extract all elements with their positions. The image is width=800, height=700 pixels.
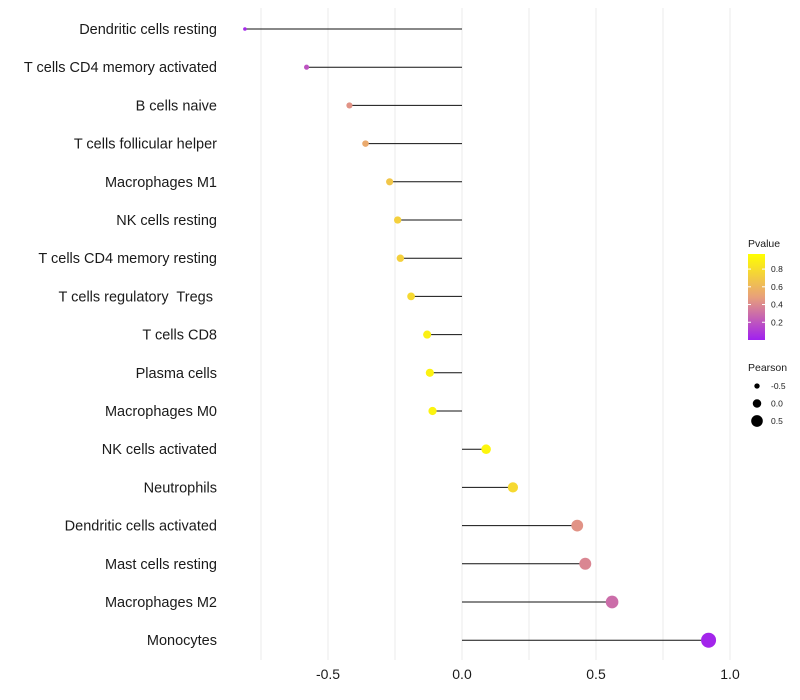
- data-point: [386, 178, 394, 186]
- category-label: Macrophages M1: [105, 175, 217, 191]
- stem-layer: [244, 28, 709, 641]
- category-label: T cells CD4 memory activated: [24, 60, 217, 76]
- category-label: T cells CD4 memory resting: [38, 251, 217, 267]
- size-key-dot: [751, 415, 763, 427]
- pvalue-legend-title: Pvalue: [748, 238, 780, 250]
- colorbar-tick-label: 0.6: [771, 282, 783, 292]
- data-point: [507, 482, 519, 493]
- category-label: T cells follicular helper: [74, 137, 217, 153]
- point-layer: [243, 27, 717, 648]
- data-point: [396, 254, 405, 262]
- data-point: [425, 368, 434, 377]
- category-label: B cells naive: [136, 98, 217, 114]
- category-label: T cells regulatory Tregs: [59, 289, 218, 305]
- data-point: [571, 519, 584, 532]
- colorbar-tick-label: 0.8: [771, 264, 783, 274]
- data-point: [605, 595, 619, 609]
- category-label: Dendritic cells resting: [79, 22, 217, 38]
- x-tick-label: 0.0: [452, 666, 472, 682]
- category-label: NK cells activated: [102, 442, 217, 458]
- data-point: [243, 27, 247, 31]
- data-point: [701, 632, 717, 648]
- category-label: NK cells resting: [116, 213, 217, 229]
- pearson-legend-title: Pearson: [748, 362, 787, 374]
- data-point: [579, 557, 592, 570]
- pvalue-colorbar: [748, 254, 765, 340]
- category-label: Plasma cells: [136, 366, 217, 382]
- grid-layer: [260, 8, 731, 660]
- x-tick-label: 0.5: [586, 666, 606, 682]
- category-label: Monocytes: [147, 633, 217, 649]
- data-point: [362, 140, 369, 147]
- size-key-label: 0.0: [771, 399, 783, 409]
- size-key-label: 0.5: [771, 416, 783, 426]
- category-label: Macrophages M0: [105, 404, 217, 420]
- category-label: T cells CD8: [142, 328, 217, 344]
- pearson-legend: Pearson -0.5 0.0 0.5: [748, 362, 787, 427]
- x-tick-label: -0.5: [316, 666, 340, 682]
- size-key-dot: [754, 383, 760, 389]
- category-labels: Dendritic cells resting T cells CD4 memor…: [24, 22, 217, 649]
- x-axis-ticks: -0.5 0.0 0.5 1.0: [316, 666, 740, 682]
- colorbar-tick-label: 0.2: [771, 317, 783, 327]
- colorbar-tick-label: 0.4: [771, 300, 783, 310]
- data-point: [428, 406, 437, 416]
- pvalue-legend: Pvalue 0.8 0.6 0.4 0.2: [748, 238, 783, 340]
- data-point: [407, 292, 415, 301]
- size-key-dot: [752, 399, 762, 408]
- category-label: Neutrophils: [144, 480, 217, 496]
- category-label: Dendritic cells activated: [65, 519, 217, 535]
- data-point: [393, 216, 402, 224]
- x-tick-label: 1.0: [720, 666, 740, 682]
- pearson-size-keys: -0.5 0.0 0.5: [751, 381, 786, 427]
- data-point: [304, 64, 310, 70]
- data-point: [423, 330, 432, 339]
- category-label: Macrophages M2: [105, 595, 217, 611]
- data-point: [481, 444, 491, 454]
- pvalue-colorbar-ticks: 0.8 0.6 0.4 0.2: [748, 264, 783, 327]
- size-key-label: -0.5: [771, 381, 786, 391]
- data-point: [346, 102, 353, 109]
- category-label: Mast cells resting: [105, 557, 217, 573]
